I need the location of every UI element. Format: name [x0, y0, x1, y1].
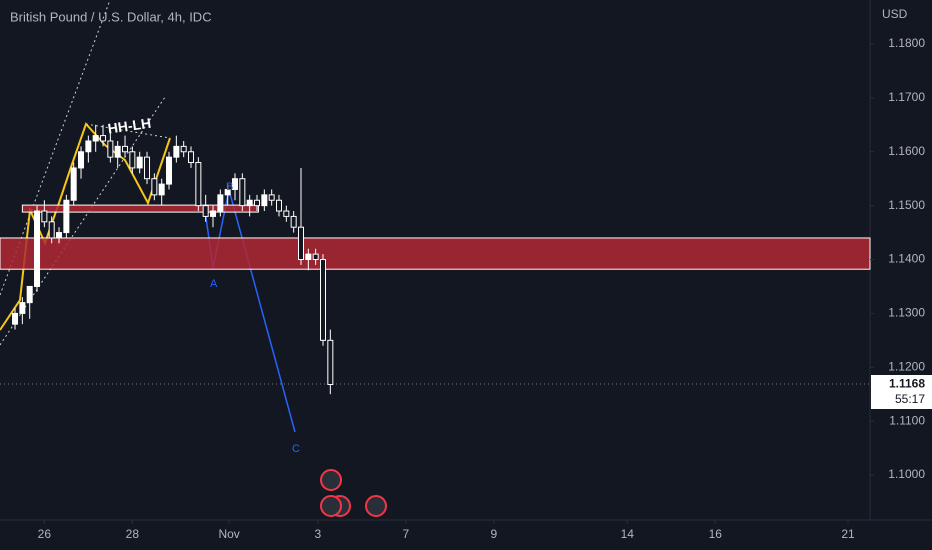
candle-body	[144, 156, 151, 180]
candle-body	[312, 253, 319, 261]
x-tick-label: 26	[38, 527, 52, 541]
marks	[0, 124, 871, 395]
candle-body	[151, 178, 158, 196]
y-tick-label: 1.1300	[888, 306, 925, 320]
candle-body	[195, 162, 202, 207]
x-tick-label: 28	[126, 527, 140, 541]
y-tick-label: 1.1400	[888, 252, 925, 266]
candle-body	[12, 312, 19, 325]
candle-body	[70, 167, 77, 201]
candle-body	[85, 140, 92, 153]
candle-body	[224, 188, 231, 196]
y-tick-label: 1.1000	[888, 467, 925, 481]
candle-body	[19, 302, 26, 314]
candle-body	[41, 210, 48, 223]
annotation: HH-LH	[107, 115, 152, 137]
x-tick-label: 21	[841, 527, 855, 541]
event-icon	[320, 469, 342, 491]
candle-body	[268, 194, 275, 201]
price-label-box	[871, 375, 932, 409]
candle-body	[63, 199, 70, 234]
y-tick-label: 1.1500	[888, 198, 925, 212]
candle-body	[129, 151, 136, 169]
candle-body	[283, 210, 290, 217]
annotation: B	[226, 181, 233, 193]
candle-body	[26, 285, 33, 304]
candle-body	[327, 339, 334, 386]
annotation: A	[210, 278, 218, 290]
y-tick-label: 1.1100	[889, 413, 925, 427]
y-tick-label: 1.1800	[888, 36, 925, 50]
candle-body	[158, 183, 165, 196]
candle-body	[122, 145, 129, 153]
event-icons	[320, 469, 387, 517]
x-tick-label: 14	[621, 527, 635, 541]
trend-line	[85, 123, 171, 139]
candle-body	[202, 205, 209, 217]
candle-body	[239, 178, 246, 207]
annotation: C	[292, 443, 300, 455]
candle-body	[107, 140, 114, 158]
candle-body	[261, 194, 268, 207]
event-icon	[320, 495, 342, 517]
candle-body	[166, 156, 173, 185]
y-tick-label: 1.1600	[888, 144, 925, 158]
x-tick-label: 9	[490, 527, 497, 541]
candle-body	[210, 210, 217, 217]
candle-body	[246, 199, 253, 207]
candle-body	[136, 156, 143, 169]
candle-body	[254, 199, 261, 207]
candle-body	[34, 210, 41, 287]
candle-body	[180, 145, 187, 153]
candle-body	[276, 199, 283, 212]
candle-body	[297, 226, 304, 261]
candle-body	[290, 215, 297, 228]
candle-body	[217, 194, 224, 212]
candle-body	[232, 178, 239, 190]
candle-body	[56, 232, 63, 239]
event-icon	[365, 495, 387, 517]
chart-title: British Pound / U.S. Dollar, 4h, IDC	[10, 9, 212, 24]
candle-body	[319, 259, 326, 341]
zone	[21, 204, 259, 213]
last-price: 1.1168	[889, 377, 925, 391]
countdown: 55:17	[895, 392, 925, 406]
x-tick-label: 7	[403, 527, 410, 541]
candle-body	[305, 253, 312, 261]
candle-body	[100, 135, 107, 142]
candle-body	[48, 221, 55, 239]
candle-body	[114, 145, 121, 158]
candle-body	[92, 135, 99, 142]
x-tick-label: 16	[709, 527, 723, 541]
candle-body	[78, 151, 85, 169]
currency: USD	[882, 7, 908, 21]
candle-body	[188, 151, 195, 164]
x-tick-label: 3	[315, 527, 322, 541]
y-tick-label: 1.1200	[888, 359, 925, 373]
x-tick-label: Nov	[218, 527, 239, 541]
candle-body	[173, 145, 180, 158]
zone	[0, 237, 871, 270]
y-tick-label: 1.1700	[888, 90, 925, 104]
